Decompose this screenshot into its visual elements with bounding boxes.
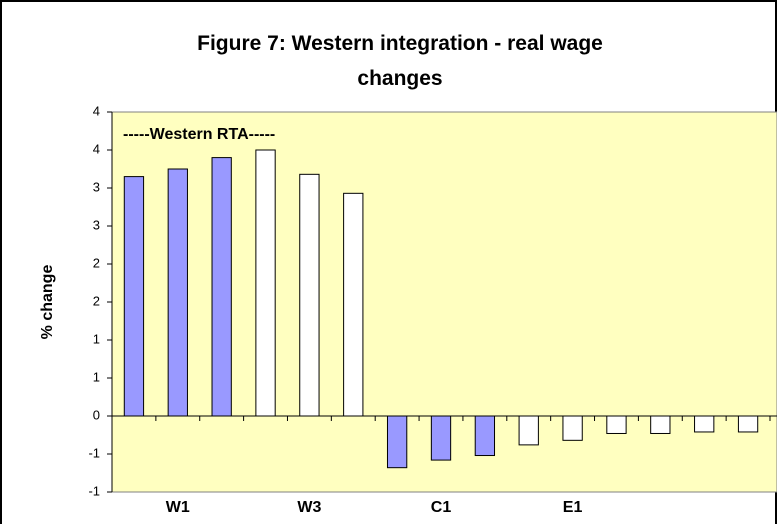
y-tick-label: -1 (88, 445, 100, 460)
x-tick-label: C1 (431, 499, 452, 516)
bar (211, 157, 232, 417)
y-tick-label: 4 (93, 141, 100, 156)
y-tick-label: 4 (93, 103, 100, 118)
bar (430, 415, 452, 461)
bar (518, 415, 539, 446)
bar (343, 192, 364, 417)
bar (650, 415, 671, 434)
bar (123, 176, 145, 417)
y-tick-label: 2 (93, 255, 100, 270)
bar (386, 415, 408, 469)
y-tick-label: -1 (88, 483, 100, 498)
bar (562, 415, 583, 441)
y-tick-label: 0 (93, 407, 100, 422)
bar (694, 415, 715, 433)
x-tick-label: E1 (563, 499, 583, 516)
y-tick-label: 2 (93, 293, 100, 308)
y-axis-label: % change (39, 265, 56, 340)
x-tick-label: W1 (166, 499, 190, 516)
bar (167, 168, 188, 417)
y-tick-label: 3 (93, 217, 100, 232)
y-tick-label: 3 (93, 179, 100, 194)
annotation: -----Western RTA----- (123, 126, 275, 143)
bar (255, 149, 276, 417)
y-tick-label: 1 (93, 369, 100, 384)
x-tick-label: W3 (297, 499, 321, 516)
bar (737, 415, 759, 433)
bar (606, 415, 627, 434)
chart-title: Figure 7: Western integration - real wag… (197, 32, 603, 90)
bar (474, 415, 496, 457)
y-tick-label: 1 (93, 331, 100, 346)
bar (299, 173, 320, 417)
